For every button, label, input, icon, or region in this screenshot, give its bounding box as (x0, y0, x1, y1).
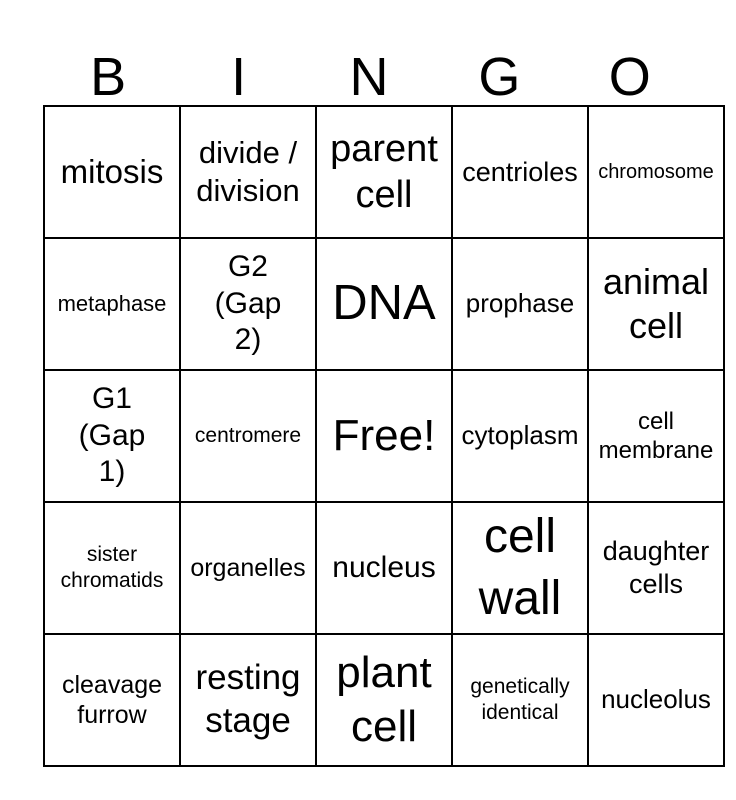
bingo-cell-divide-division[interactable]: divide / division (179, 105, 317, 239)
bingo-cell-sister-chromatids[interactable]: sister chromatids (43, 501, 181, 635)
bingo-cell-label: nucleolus (601, 684, 711, 715)
bingo-cell-label: resting stage (195, 658, 301, 740)
bingo-cell-label: chromosome (598, 160, 714, 183)
bingo-cell-label: centromere (194, 424, 302, 448)
bingo-cell-g2-gap-2[interactable]: G2 (Gap 2) (179, 237, 317, 371)
bingo-cell-label: cleavage furrow (61, 670, 163, 730)
bingo-grid: mitosis divide / division parent cell ce… (43, 105, 725, 767)
bingo-cell-label: daughter cells (602, 536, 710, 599)
bingo-cell-label: animal cell (602, 261, 710, 346)
bingo-cell-label: divide / division (196, 135, 300, 208)
bingo-cell-daughter-cells[interactable]: daughter cells (587, 501, 725, 635)
bingo-cell-label: DNA (332, 276, 436, 331)
bingo-cell-label: nucleus (332, 550, 436, 584)
bingo-cell-chromosome[interactable]: chromosome (587, 105, 725, 239)
bingo-row-4: sister chromatids organelles nucleus cel… (43, 501, 725, 635)
bingo-header: B I N G O (43, 50, 695, 104)
bingo-cell-label: parent cell (330, 127, 438, 216)
bingo-cell-cell-wall[interactable]: cell wall (451, 501, 589, 635)
bingo-row-2: metaphase G2 (Gap 2) DNA prophase animal… (43, 237, 725, 371)
bingo-cell-label: Free! (332, 411, 436, 461)
bingo-cell-label: metaphase (57, 290, 167, 316)
bingo-cell-nucleus[interactable]: nucleus (315, 501, 453, 635)
bingo-row-3: G1 (Gap 1) centromere Free! cytoplasm ce… (43, 369, 725, 503)
bingo-header-letter-g: G (478, 47, 521, 107)
bingo-cell-mitosis[interactable]: mitosis (43, 105, 181, 239)
bingo-cell-g1-gap-1[interactable]: G1 (Gap 1) (43, 369, 181, 503)
bingo-cell-label: G1 (Gap 1) (78, 382, 146, 489)
bingo-cell-label: plant cell (336, 648, 432, 751)
bingo-header-letter-i: I (231, 47, 247, 107)
bingo-cell-label: cytoplasm (461, 420, 579, 451)
bingo-cell-resting-stage[interactable]: resting stage (179, 633, 317, 767)
bingo-cell-plant-cell[interactable]: plant cell (315, 633, 453, 767)
bingo-header-letter-n: N (349, 47, 389, 107)
bingo-cell-prophase[interactable]: prophase (451, 237, 589, 371)
bingo-cell-free-space[interactable]: Free! (315, 369, 453, 503)
bingo-cell-animal-cell[interactable]: animal cell (587, 237, 725, 371)
bingo-header-letter-b: B (90, 47, 127, 107)
bingo-cell-label: genetically identical (470, 675, 570, 724)
bingo-cell-label: centrioles (462, 156, 578, 187)
bingo-row-5: cleavage furrow resting stage plant cell… (43, 633, 725, 767)
bingo-cell-metaphase[interactable]: metaphase (43, 237, 181, 371)
bingo-cell-label: G2 (Gap 2) (214, 250, 282, 357)
bingo-cell-cell-membrane[interactable]: cell membrane (587, 369, 725, 503)
bingo-cell-cleavage-furrow[interactable]: cleavage furrow (43, 633, 181, 767)
bingo-cell-label: mitosis (60, 152, 164, 190)
bingo-header-letter-o: O (608, 47, 651, 107)
bingo-cell-centrioles[interactable]: centrioles (451, 105, 589, 239)
bingo-cell-dna[interactable]: DNA (315, 237, 453, 371)
bingo-cell-label: organelles (190, 553, 306, 582)
bingo-cell-genetically-identical[interactable]: genetically identical (451, 633, 589, 767)
bingo-cell-nucleolus[interactable]: nucleolus (587, 633, 725, 767)
bingo-cell-label: cell membrane (598, 407, 714, 464)
bingo-cell-parent-cell[interactable]: parent cell (315, 105, 453, 239)
bingo-row-1: mitosis divide / division parent cell ce… (43, 105, 725, 239)
bingo-cell-centromere[interactable]: centromere (179, 369, 317, 503)
bingo-cell-label: sister chromatids (60, 543, 164, 592)
bingo-cell-cytoplasm[interactable]: cytoplasm (451, 369, 589, 503)
bingo-cell-label: cell wall (478, 509, 562, 625)
bingo-cell-organelles[interactable]: organelles (179, 501, 317, 635)
bingo-cell-label: prophase (465, 288, 575, 319)
